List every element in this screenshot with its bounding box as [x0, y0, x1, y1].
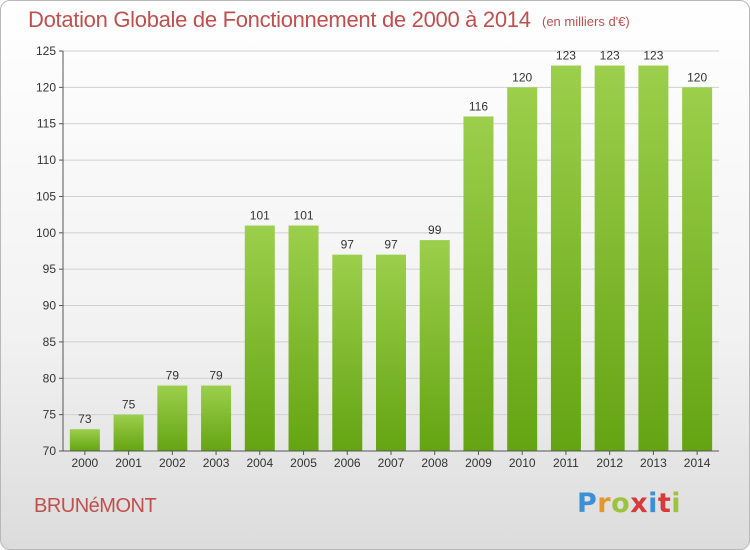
- chart-subtitle: (en milliers d'€): [542, 14, 630, 29]
- x-tick-label: 2001: [115, 456, 142, 470]
- x-tick-label: 2011: [553, 456, 579, 470]
- x-tick-label: 2012: [596, 456, 623, 470]
- bar: [157, 385, 188, 451]
- logo-letter: i: [648, 488, 658, 519]
- x-tick-label: 2013: [640, 456, 667, 470]
- data-label: 120: [512, 70, 532, 84]
- y-tick-label: 75: [43, 408, 57, 422]
- y-tick-label: 100: [36, 226, 56, 240]
- logo-letter: i: [671, 488, 682, 519]
- logo-letter: P: [577, 488, 598, 519]
- data-label: 101: [250, 209, 270, 223]
- bar: [69, 429, 100, 451]
- data-label: 97: [341, 238, 355, 252]
- bar: [419, 240, 450, 451]
- data-label: 79: [166, 369, 180, 383]
- y-tick-label: 80: [43, 371, 57, 385]
- x-tick-label: 2003: [203, 456, 230, 470]
- data-label: 120: [687, 70, 707, 84]
- bar: [288, 225, 319, 451]
- y-tick-label: 125: [36, 44, 56, 58]
- chart-title: Dotation Globale de Fonctionnement de 20…: [28, 7, 531, 32]
- logo-letter: t: [657, 488, 672, 519]
- data-label: 75: [122, 398, 136, 412]
- logo-letter: r: [597, 488, 612, 519]
- x-tick-label: 2002: [159, 456, 186, 470]
- logo-letter: x: [630, 488, 649, 519]
- bar: [550, 65, 581, 451]
- bar: [244, 225, 275, 451]
- x-tick-label: 2006: [334, 456, 361, 470]
- bar: [638, 65, 669, 451]
- x-tick-label: 2005: [290, 456, 317, 470]
- data-label: 123: [556, 49, 576, 63]
- y-tick-label: 120: [36, 80, 56, 94]
- data-label: 99: [428, 223, 442, 237]
- y-tick-label: 85: [43, 335, 57, 349]
- data-label: 101: [294, 209, 314, 223]
- bar: [594, 65, 625, 451]
- data-label: 73: [78, 412, 92, 426]
- x-tick-label: 2010: [509, 456, 536, 470]
- bar: [376, 254, 406, 451]
- x-tick-label: 2007: [378, 456, 405, 470]
- commune-name: BRUNéMONT: [34, 495, 157, 517]
- data-label: 97: [384, 238, 398, 252]
- bar: [507, 87, 538, 451]
- bar: [682, 87, 713, 451]
- bar: [332, 254, 363, 451]
- y-tick-label: 95: [43, 262, 57, 276]
- y-tick-label: 115: [37, 117, 56, 131]
- bar: [463, 116, 494, 452]
- x-tick-label: 2000: [72, 456, 99, 470]
- y-tick-label: 105: [36, 189, 56, 203]
- proxiti-logo: Proxiti: [577, 488, 681, 519]
- bar: [201, 385, 232, 451]
- data-label: 123: [600, 49, 620, 63]
- bar: [113, 414, 144, 451]
- x-tick-label: 2004: [246, 456, 273, 470]
- data-label: 116: [469, 99, 488, 113]
- y-tick-label: 110: [37, 153, 56, 167]
- y-tick-label: 70: [43, 444, 57, 458]
- logo-letter: o: [611, 488, 631, 519]
- x-tick-label: 2009: [465, 456, 492, 470]
- x-tick-label: 2014: [684, 456, 711, 470]
- x-tick-label: 2008: [421, 456, 448, 470]
- data-label: 79: [209, 369, 223, 383]
- data-label: 123: [643, 49, 663, 63]
- y-tick-label: 90: [43, 299, 57, 313]
